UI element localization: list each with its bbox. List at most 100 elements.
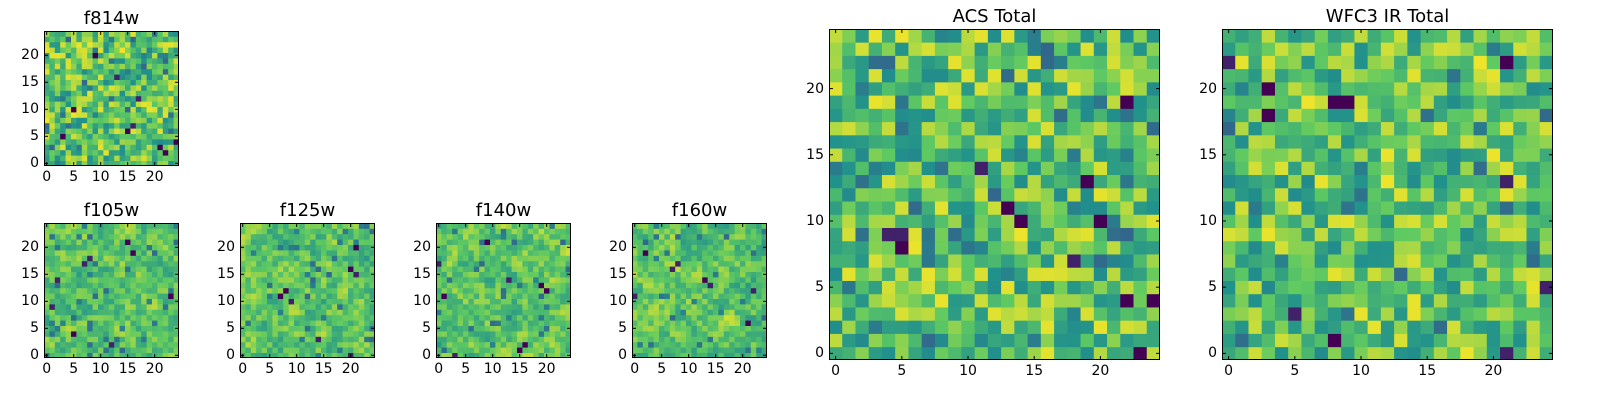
heatmap-cell — [44, 74, 50, 80]
heatmap-cell — [353, 314, 360, 321]
heatmap-cell — [162, 352, 169, 358]
heatmap-cell — [310, 266, 316, 272]
heatmap-cell — [560, 331, 566, 337]
heatmap-cell — [1447, 29, 1461, 43]
heatmap-cell — [1040, 108, 1055, 123]
heatmap-cell — [1394, 29, 1408, 43]
heatmap-cell — [1341, 148, 1355, 162]
heatmap-cell — [1274, 174, 1289, 189]
heatmap-cell — [974, 214, 989, 228]
heatmap-cell — [65, 63, 72, 70]
heatmap-cell — [146, 47, 153, 53]
heatmap-cell — [87, 266, 93, 272]
heatmap-cell — [130, 260, 137, 267]
heatmap-cell — [81, 250, 88, 256]
heatmap-cell — [1354, 81, 1369, 96]
heatmap-cell — [1014, 161, 1028, 176]
heatmap-cell — [500, 223, 507, 229]
heatmap-cell — [500, 271, 507, 278]
heatmap-cell — [1040, 148, 1055, 162]
heatmap-cell — [490, 277, 496, 283]
heatmap-cell — [761, 293, 767, 299]
heatmap-cell — [108, 31, 115, 37]
heatmap-cell — [130, 58, 137, 64]
heatmap-cell — [337, 266, 343, 272]
heatmap-cell — [473, 277, 480, 283]
heatmap-cell — [65, 58, 72, 64]
heatmap-cell — [1367, 240, 1382, 255]
heatmap-cell — [554, 277, 561, 283]
heatmap-cell — [1367, 68, 1382, 83]
heatmap-cell — [664, 282, 671, 289]
heatmap-cell — [245, 336, 252, 343]
heatmap-cell — [517, 341, 523, 348]
heatmap-cell — [490, 260, 496, 267]
heatmap-cell — [544, 287, 550, 294]
heatmap-cell — [642, 266, 649, 272]
heatmap-cell — [934, 134, 949, 149]
heatmap-cell — [267, 282, 273, 289]
heatmap-cell — [1460, 187, 1474, 202]
heatmap-cell — [125, 74, 131, 80]
heatmap-cell — [261, 304, 268, 310]
heatmap-cell — [135, 74, 142, 80]
heatmap-cell — [250, 293, 257, 299]
heatmap-cell — [299, 331, 306, 337]
heatmap-cell — [1040, 293, 1055, 308]
heatmap-cell — [511, 287, 518, 294]
heatmap-cell — [315, 255, 322, 262]
heatmap-cell — [245, 255, 252, 262]
heatmap-cell — [1341, 267, 1355, 281]
heatmap-cell — [517, 228, 523, 235]
heatmap-cell — [1248, 333, 1263, 348]
heatmap-cell — [934, 254, 949, 268]
heatmap-cell — [948, 81, 962, 96]
heatmap-cell — [108, 260, 115, 267]
heatmap-cell — [272, 309, 279, 316]
heatmap-cell — [125, 68, 131, 75]
heatmap-cell — [1500, 174, 1514, 189]
heatmap-cell — [1093, 240, 1108, 255]
heatmap-cell — [718, 304, 725, 310]
heatmap-cell — [173, 144, 179, 151]
heatmap-cell — [538, 223, 545, 229]
heatmap-cell — [173, 233, 179, 240]
heatmap-cell — [92, 74, 99, 80]
heatmap-cell — [81, 133, 88, 140]
heatmap-cell — [1288, 267, 1302, 281]
heatmap-cell — [141, 144, 147, 151]
heatmap-cell — [326, 347, 333, 353]
heatmap-cell — [1513, 68, 1527, 83]
heatmap-cell — [125, 149, 131, 156]
heatmap-cell — [1433, 108, 1448, 123]
heatmap-cell — [49, 74, 56, 80]
heatmap-cell — [304, 298, 311, 305]
heatmap-cell — [173, 314, 179, 321]
heatmap-cell — [60, 244, 66, 251]
heatmap-cell — [125, 347, 131, 353]
heatmap-cell — [1460, 254, 1474, 268]
heatmap-cell — [65, 352, 72, 358]
heatmap-cell — [288, 271, 295, 278]
heatmap-cell — [315, 271, 322, 278]
heatmap-cell — [162, 298, 169, 305]
heatmap-cell — [468, 287, 475, 294]
heatmap-cell — [560, 228, 566, 235]
heatmap-cell — [60, 128, 66, 134]
heatmap-cell — [71, 271, 77, 278]
heatmap-cell — [544, 293, 550, 299]
heatmap-cell — [948, 333, 962, 348]
heatmap-cell — [245, 228, 252, 235]
heatmap-cell — [81, 287, 88, 294]
heatmap-cell — [1040, 42, 1055, 56]
heatmap-cell — [560, 282, 566, 289]
heatmap-cell — [54, 223, 61, 229]
heatmap-cell — [168, 304, 174, 310]
heatmap-cell — [881, 68, 896, 83]
heatmap-cell — [565, 266, 571, 272]
heatmap-cell — [130, 52, 137, 59]
heatmap-cell — [855, 307, 870, 321]
heatmap-cell — [326, 325, 333, 332]
heatmap-cell — [1314, 307, 1329, 321]
heatmap-cell — [1301, 333, 1316, 348]
